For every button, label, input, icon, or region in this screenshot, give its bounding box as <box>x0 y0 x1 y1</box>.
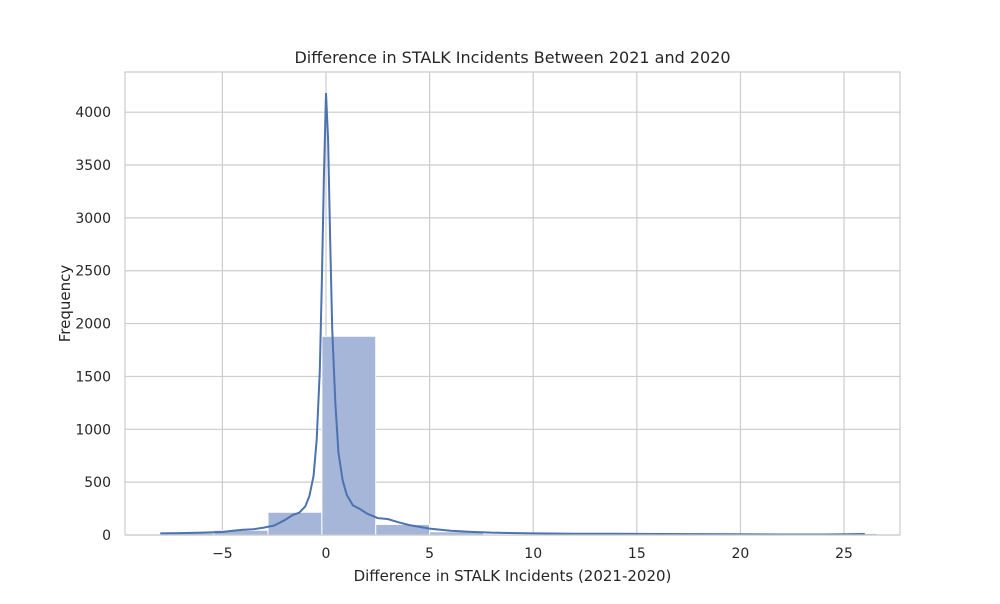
x-tick-label: 25 <box>835 546 853 562</box>
x-tick-label: 15 <box>628 546 646 562</box>
y-tick-label: 2500 <box>75 264 111 280</box>
histogram-bar <box>376 524 430 535</box>
y-tick-label: 500 <box>84 475 111 491</box>
x-tick-label: 20 <box>732 546 750 562</box>
y-axis-title: Frequency <box>56 265 74 343</box>
x-tick-label: 10 <box>524 546 542 562</box>
y-tick-label: 1500 <box>75 369 111 385</box>
x-tick-label: 5 <box>425 546 434 562</box>
x-axis-title: Difference in STALK Incidents (2021-2020… <box>354 567 672 585</box>
y-tick-label: 0 <box>102 528 111 544</box>
y-tick-label: 3000 <box>75 211 111 227</box>
y-tick-label: 2000 <box>75 317 111 333</box>
chart-title: Difference in STALK Incidents Between 20… <box>294 48 730 67</box>
histogram-bar <box>322 336 376 535</box>
y-tick-label: 3500 <box>75 158 111 174</box>
y-tick-label: 4000 <box>75 105 111 121</box>
x-tick-label: 0 <box>322 546 331 562</box>
y-tick-label: 1000 <box>75 422 111 438</box>
x-tick-label: −5 <box>212 546 233 562</box>
